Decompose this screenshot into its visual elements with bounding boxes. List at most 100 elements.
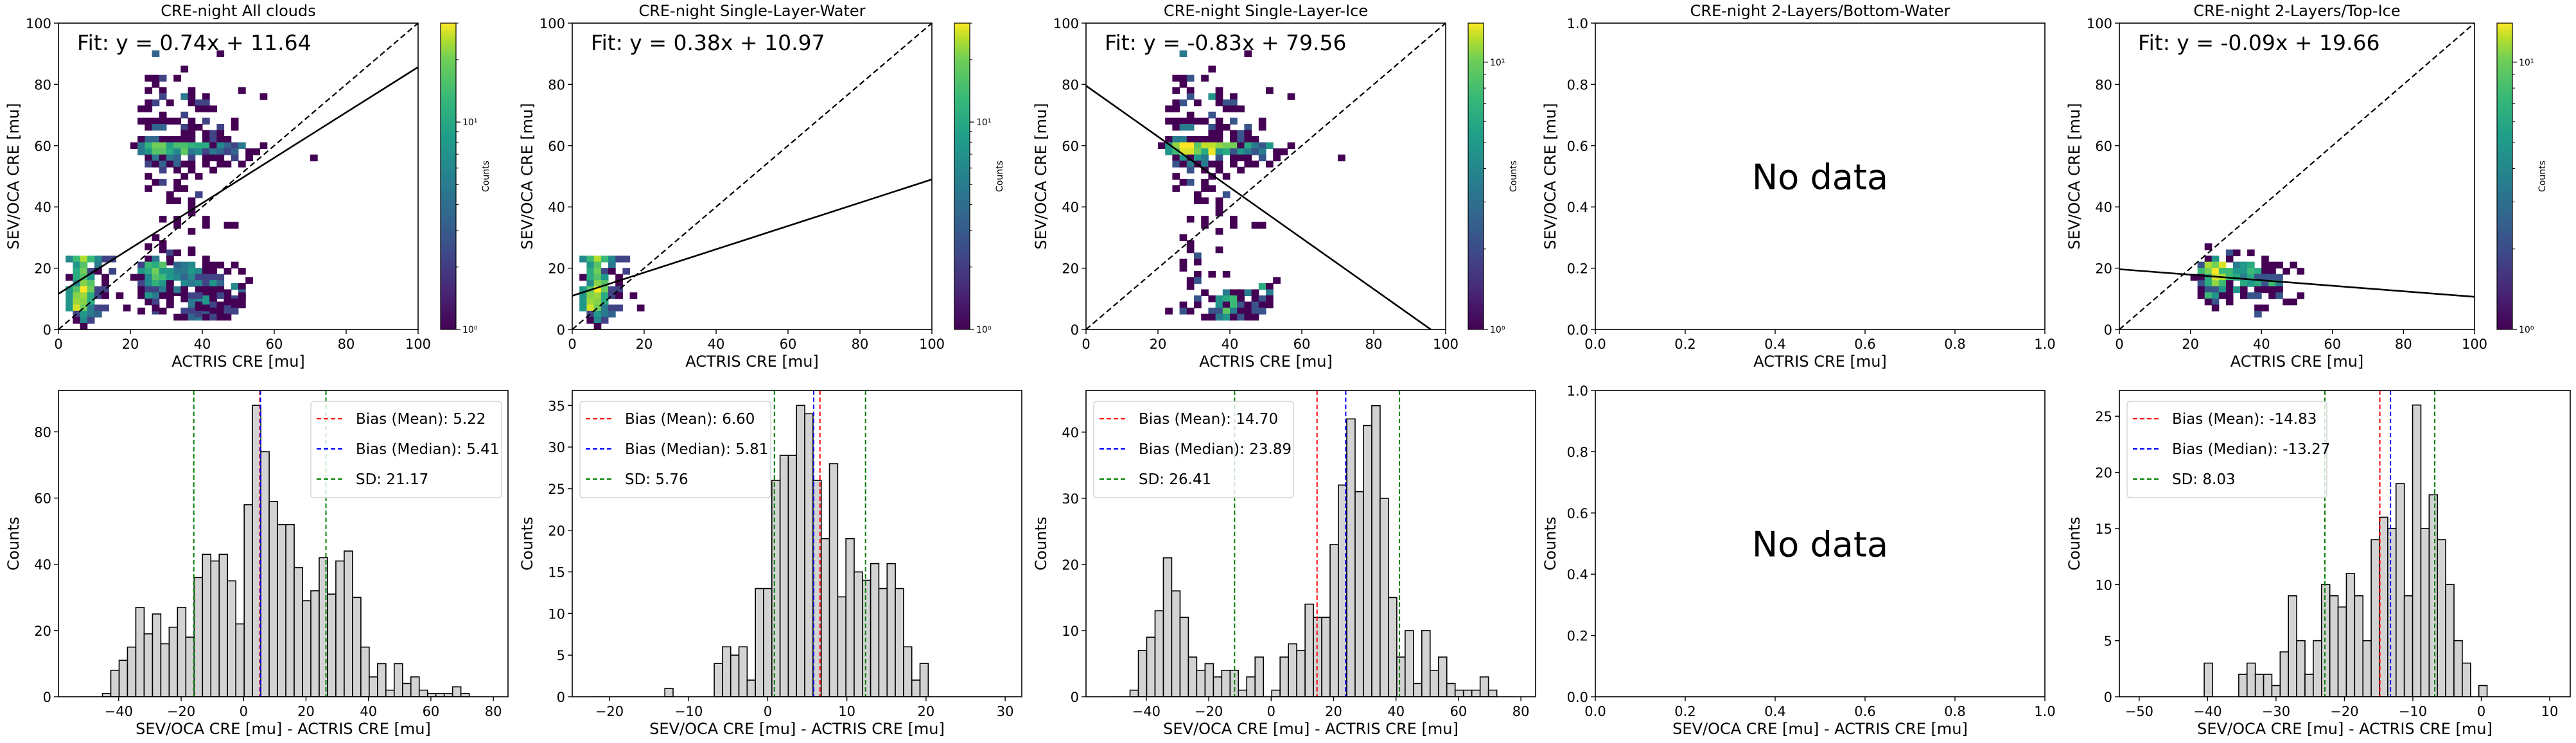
y-axis-label: Counts (1541, 517, 1559, 571)
heatmap-cell (1258, 118, 1266, 125)
heatmap-cell (586, 304, 595, 311)
x-tick-label: 80 (338, 337, 355, 352)
hist-bar (2271, 685, 2281, 697)
heatmap-cell (188, 268, 196, 275)
heatmap-cell (231, 261, 239, 269)
heatmap-cell (1266, 289, 1274, 297)
x-tick-label: 40 (194, 337, 211, 352)
legend-entry: Bias (Median): -13.27 (2172, 441, 2330, 458)
heatmap-cell (1244, 154, 1252, 162)
heatmap-cell (173, 286, 181, 293)
hist-bar (861, 579, 872, 697)
hist-bar (1187, 656, 1198, 697)
y-tick-label: 0.8 (1567, 444, 1588, 460)
heatmap-cell (180, 130, 189, 137)
heatmap-cell (2232, 274, 2241, 281)
legend-entry: Bias (Mean): 5.22 (356, 411, 486, 428)
heatmap-cell (1338, 154, 1345, 162)
heatmap-cell (1244, 301, 1252, 309)
heatmap-cell (166, 292, 174, 299)
fit-line (572, 179, 932, 297)
heatmap-cell (608, 310, 616, 318)
heatmap-cell (1222, 313, 1231, 321)
heatmap-cell (1201, 222, 1209, 229)
heatmap-cell (166, 256, 174, 263)
heatmap-cell (2268, 274, 2276, 281)
x-tick-label: 0.8 (1944, 337, 1965, 352)
heatmap-cell (1172, 161, 1180, 168)
heatmap-cell (1258, 222, 1266, 229)
heatmap-cell (238, 292, 246, 299)
heatmap-cell (87, 298, 95, 306)
heatmap-cell (216, 280, 225, 287)
legend-entry: SD: 26.41 (1139, 471, 1211, 488)
heatmap-cell (73, 268, 81, 275)
heatmap-cell (209, 166, 217, 174)
heatmap-cell (202, 261, 210, 269)
heatmap-cell (152, 298, 160, 306)
heatmap-cell (579, 304, 587, 311)
heatmap-cell (1237, 308, 1245, 315)
heatmap-cell (87, 256, 95, 263)
x-tick-label: 100 (405, 337, 431, 352)
heatmap-cell (188, 274, 196, 281)
x-axis-label: ACTRIS CRE [mu] (1753, 353, 1887, 371)
hist-bar (870, 563, 880, 697)
fit-line (1086, 85, 1433, 329)
x-tick-label: −20 (2330, 704, 2358, 719)
heatmap-cell (195, 123, 203, 131)
heatmap-cell (2225, 286, 2234, 293)
heatmap-cell (87, 317, 95, 324)
heatmap-cell (145, 161, 153, 168)
heatmap-cell (1194, 301, 1202, 309)
heatmap-cell (586, 280, 595, 287)
heatmap-cell (1172, 87, 1180, 94)
hist-bar (127, 646, 137, 697)
y-tick-label: 40 (548, 200, 565, 215)
colorbar-gradient (1468, 22, 1484, 330)
heatmap-cell (593, 292, 602, 299)
heatmap-cell (216, 50, 225, 57)
heatmap-cell (1237, 105, 1245, 112)
heatmap-cell (1186, 161, 1195, 168)
heatmap-cell (173, 161, 181, 168)
heatmap-cell (216, 286, 225, 293)
x-tick-label: 20 (2182, 337, 2199, 352)
heatmap-cell (188, 209, 196, 217)
hist-bar (1221, 669, 1231, 697)
heatmap-cell (1186, 308, 1195, 315)
hist-bar (1288, 643, 1297, 697)
hist-bar (1421, 630, 1431, 697)
heatmap-cell (615, 280, 623, 287)
x-tick-label: 20 (1325, 704, 1342, 719)
heatmap-cell (159, 246, 167, 254)
heatmap-cell (216, 261, 225, 269)
heatmap-cell (66, 286, 73, 293)
heatmap-cell (173, 261, 181, 269)
heatmap-cell (180, 123, 189, 131)
heatmap-cell (80, 292, 88, 299)
colorbar: 10⁰ 10¹ Counts (2496, 22, 2548, 335)
axes-frame (572, 22, 933, 330)
heatmap-cell (166, 148, 174, 155)
heatmap-cell (202, 154, 210, 162)
heatmap-cell (1208, 123, 1216, 131)
legend: Bias (Mean): 6.60 Bias (Median): 5.81 SD: … (579, 401, 771, 498)
y-tick-label: 30 (548, 440, 565, 455)
y-tick-label: 5 (2104, 634, 2112, 649)
heatmap-cell (202, 105, 210, 112)
colorbar-tick-label: 10¹ (462, 118, 477, 128)
heatmap-cell (173, 74, 181, 82)
heatmap-cell (159, 261, 167, 269)
heatmap-cell (73, 286, 81, 293)
y-tick-label: 20 (34, 261, 51, 277)
heatmap-cell (1222, 142, 1231, 150)
heatmap-cell (2197, 286, 2205, 293)
heatmap-cell (2261, 261, 2269, 269)
heatmap-cell (137, 105, 145, 112)
heatmap-cell (1237, 295, 1245, 302)
heatmap-cell (1215, 99, 1223, 107)
y-tick-label: 100 (539, 16, 565, 31)
legend-entry: Bias (Mean): 14.70 (1139, 411, 1278, 428)
x-tick-label: 100 (1433, 337, 1459, 352)
